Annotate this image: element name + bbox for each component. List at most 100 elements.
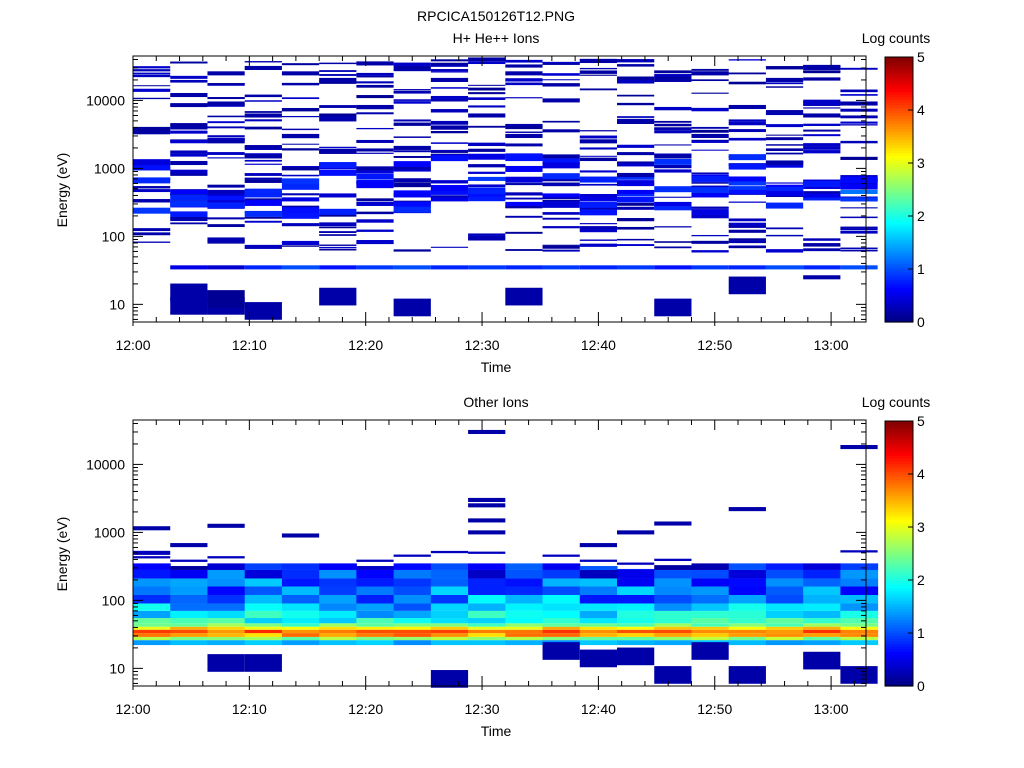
colorbar-swatch — [885, 595, 913, 600]
colorbar-swatch — [885, 648, 913, 653]
spectrogram-cell — [803, 275, 841, 280]
spectrogram-cell — [170, 61, 208, 64]
spectrogram-cell — [356, 112, 394, 115]
colorbar-swatch — [885, 566, 913, 570]
spectrogram-cell — [430, 62, 469, 66]
colorbar-swatch — [885, 202, 913, 206]
spectrogram-cell — [542, 633, 581, 637]
spectrogram-cell — [468, 184, 506, 188]
spectrogram-cell — [244, 594, 283, 604]
spectrogram-cell — [281, 178, 320, 185]
spectrogram-cell — [244, 119, 282, 122]
spectrogram-cell — [617, 594, 655, 604]
spectrogram-cell — [133, 228, 171, 232]
spectrogram-cell — [579, 130, 618, 132]
spectrogram-cell — [803, 150, 841, 154]
colorbar-swatch — [885, 266, 913, 270]
spectrogram-cell — [505, 204, 543, 209]
colorbar-swatch — [885, 112, 913, 116]
spectrogram-cell — [617, 569, 655, 579]
spectrogram-cell — [468, 164, 506, 167]
spectrogram-cell — [468, 633, 506, 637]
spectrogram-cell — [505, 586, 544, 595]
colorbar-swatch — [885, 447, 913, 451]
colorbar-swatch — [885, 287, 913, 291]
spectrogram-cell — [393, 618, 432, 624]
spectrogram-cell — [281, 212, 320, 219]
spectrogram-cell — [840, 247, 878, 250]
spectrogram-cell — [468, 623, 506, 627]
spectrogram-cell — [617, 218, 655, 222]
spectrogram-cell — [356, 182, 394, 189]
spectrogram-cell — [803, 594, 841, 604]
spectrogram-cell — [430, 142, 469, 144]
spectrogram-cell — [207, 556, 245, 559]
spectrogram-cell — [281, 569, 320, 579]
spectrogram-cell — [356, 603, 395, 611]
spectrogram-cell — [617, 202, 655, 206]
spectrogram-cell — [840, 108, 878, 112]
spectrogram-cell — [356, 173, 394, 180]
spectrogram-cell — [840, 629, 879, 634]
colorbar-swatch — [885, 574, 913, 578]
spectrogram-cell — [133, 626, 171, 630]
spectrogram-cell — [430, 633, 469, 637]
colorbar-swatch — [885, 311, 913, 315]
spectrogram-cell — [542, 158, 580, 165]
spectrogram-cell — [244, 220, 282, 223]
colorbar-swatch — [885, 444, 913, 449]
spectrogram-cell — [133, 66, 171, 69]
spectrogram-cell — [728, 276, 766, 295]
colorbar-swatch — [885, 481, 913, 486]
spectrogram-cell — [468, 105, 506, 108]
spectrogram-cell — [319, 162, 357, 169]
spectrogram-cell — [356, 61, 394, 66]
spectrogram-cell — [430, 578, 469, 587]
spectrogram-cell — [468, 57, 506, 62]
colorbar-swatch — [885, 239, 913, 244]
spectrogram-cell — [430, 623, 469, 627]
colorbar-swatch — [885, 625, 913, 629]
spectrogram-cell — [691, 265, 729, 270]
spectrogram-cell — [542, 249, 580, 252]
spectrogram-cell — [319, 70, 357, 72]
colorbar-swatch — [885, 194, 913, 199]
colorbar-swatch — [885, 513, 913, 517]
colorbar-tick-label: 3 — [917, 155, 925, 171]
spectrogram-cell — [579, 543, 618, 548]
chart-2-axes-box — [132, 419, 867, 687]
spectrogram-cell — [244, 623, 283, 627]
spectrogram-cell — [356, 148, 394, 152]
spectrogram-cell — [244, 265, 282, 270]
spectrogram-cell — [244, 629, 283, 634]
spectrogram-cell — [840, 140, 878, 144]
spectrogram-cell — [728, 586, 767, 595]
spectrogram-cell — [728, 594, 767, 604]
spectrogram-cell — [728, 633, 767, 637]
spectrogram-cell — [579, 633, 618, 637]
spectrogram-cell — [356, 229, 394, 232]
spectrogram-cell — [281, 128, 320, 131]
colorbar-swatch — [885, 247, 913, 252]
spectrogram-cell — [207, 191, 245, 198]
spectrogram-cell — [654, 618, 692, 624]
spectrogram-cell — [579, 636, 618, 641]
spectrogram-cell — [468, 113, 506, 118]
colorbar-swatch — [885, 439, 913, 443]
spectrogram-cell — [505, 143, 543, 146]
spectrogram-cell — [393, 150, 431, 153]
spectrogram-cell — [244, 244, 282, 249]
spectrogram-cell — [691, 636, 730, 641]
spectrogram-cell — [356, 586, 395, 595]
spectrogram-cell — [803, 626, 841, 630]
colorbar-tick-label: 4 — [917, 102, 925, 118]
spectrogram-cell — [579, 586, 618, 595]
spectrogram-cell — [691, 133, 729, 138]
colorbar-tick-label: 1 — [917, 625, 925, 641]
spectrogram-cell — [468, 640, 506, 646]
colorbar-swatch — [885, 292, 913, 297]
spectrogram-cell — [468, 153, 506, 160]
spectrogram-cell — [430, 188, 469, 195]
spectrogram-cell — [803, 623, 841, 627]
spectrogram-cell — [207, 184, 245, 187]
